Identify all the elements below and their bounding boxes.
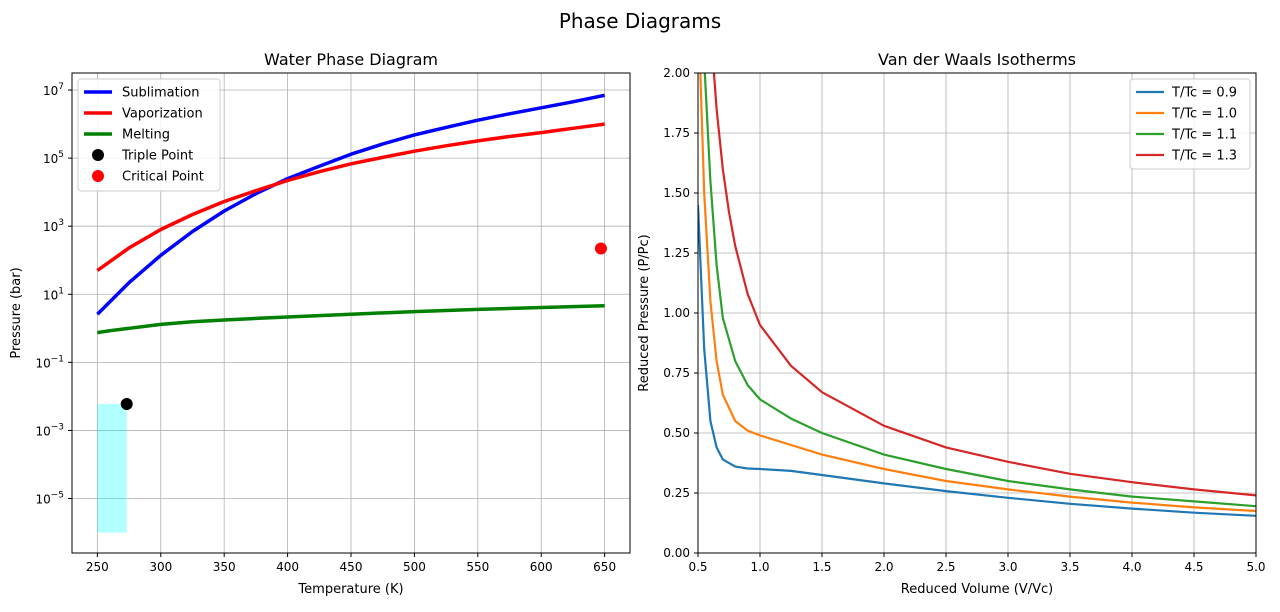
legend-label: T/Tc = 1.0	[1171, 107, 1237, 122]
legend-label: T/Tc = 1.3	[1171, 149, 1237, 164]
series-line-vaporization	[96, 122, 605, 272]
legend-label: Critical Point	[122, 170, 204, 185]
plot-area	[698, 73, 1256, 517]
legend-label: Melting	[122, 128, 170, 143]
x-axis-label: Temperature (K)	[297, 582, 403, 597]
legend-label: Vaporization	[122, 107, 203, 122]
x-tick-label: 3.0	[998, 560, 1017, 574]
y-axis-label: Pressure (bar)	[9, 267, 24, 358]
y-tick-label: 1.50	[663, 186, 690, 200]
point-critical-point	[594, 242, 607, 255]
y-tick-label: 1.00	[663, 306, 690, 320]
x-tick-label: 4.5	[1184, 560, 1203, 574]
series-line-melting	[97, 304, 605, 335]
legend-label: T/Tc = 0.9	[1171, 86, 1237, 101]
series-line-t-tc-0-9	[698, 204, 1256, 517]
legend: T/Tc = 0.9 T/Tc = 1.0 T/Tc = 1.1 T/Tc = 1.3	[1129, 78, 1251, 170]
series-line-t-tc-1-1	[703, 73, 1256, 508]
legend-label: Triple Point	[121, 149, 193, 164]
x-tick-label: 2.5	[936, 560, 955, 574]
x-tick-label: 4.0	[1122, 560, 1141, 574]
x-tick-label: 550	[466, 560, 489, 574]
x-tick-label: 1.5	[812, 560, 831, 574]
legend-label: Sublimation	[122, 86, 200, 101]
series-line-sublimation	[96, 93, 605, 316]
x-tick-label: 0.5	[688, 560, 707, 574]
y-tick-label: 0.50	[663, 426, 690, 440]
water-phase-diagram: Water Phase Diagram 250 300 350 400 450 500 550…	[9, 50, 631, 597]
y-tick-label: 10−5	[35, 491, 64, 507]
x-tick-label: 350	[213, 560, 236, 574]
chart-title: Water Phase Diagram	[264, 50, 438, 69]
x-tick-label: 3.5	[1060, 560, 1079, 574]
y-tick-label: 101	[43, 286, 64, 302]
series-line-t-tc-1-0	[699, 73, 1256, 513]
y-axis-label: Reduced Pressure (P/Pc)	[637, 234, 652, 391]
x-tick-label: 300	[149, 560, 172, 574]
legend-box	[1129, 78, 1251, 170]
x-tick-label: 450	[340, 560, 363, 574]
legend-box	[77, 78, 221, 192]
x-tick-label: 5.0	[1246, 560, 1265, 574]
x-tick-label: 500	[403, 560, 426, 574]
x-tick-label: 600	[530, 560, 553, 574]
legend-label: T/Tc = 1.1	[1171, 128, 1237, 143]
y-tick-label: 105	[43, 150, 64, 166]
x-tick-label: 650	[593, 560, 616, 574]
legend-marker-icon	[92, 170, 104, 182]
point-triple-point	[120, 397, 133, 410]
y-tick-label: 1.25	[663, 246, 690, 260]
x-tick-label: 2.0	[874, 560, 893, 574]
y-tick-label: 1.75	[663, 126, 690, 140]
y-tick-label: 0.00	[663, 546, 690, 560]
y-tick-label: 103	[43, 218, 64, 234]
y-tick-label: 10−1	[35, 354, 64, 370]
y-tick-label: 10−3	[35, 422, 64, 438]
figure-title: Phase Diagrams	[559, 9, 721, 33]
chart-title: Van der Waals Isotherms	[878, 50, 1076, 69]
legend-marker-icon	[92, 149, 104, 161]
y-tick-label: 0.25	[663, 486, 690, 500]
y-tick-label: 107	[43, 82, 64, 98]
x-tick-label: 250	[86, 560, 109, 574]
x-tick-label: 400	[276, 560, 299, 574]
solid-region	[97, 403, 127, 533]
series-line-t-tc-1-3	[712, 73, 1256, 497]
x-axis-label: Reduced Volume (V/Vc)	[901, 582, 1053, 597]
y-tick-label: 2.00	[663, 66, 690, 80]
van-der-waals-isotherms: Van der Waals Isotherms 0.5 1.0 1.5 2.0 2.5 3.…	[637, 50, 1266, 597]
legend: Sublimation Vaporization Melting Triple Poi…	[77, 78, 221, 192]
y-tick-label: 0.75	[663, 366, 690, 380]
x-tick-label: 1.0	[750, 560, 769, 574]
